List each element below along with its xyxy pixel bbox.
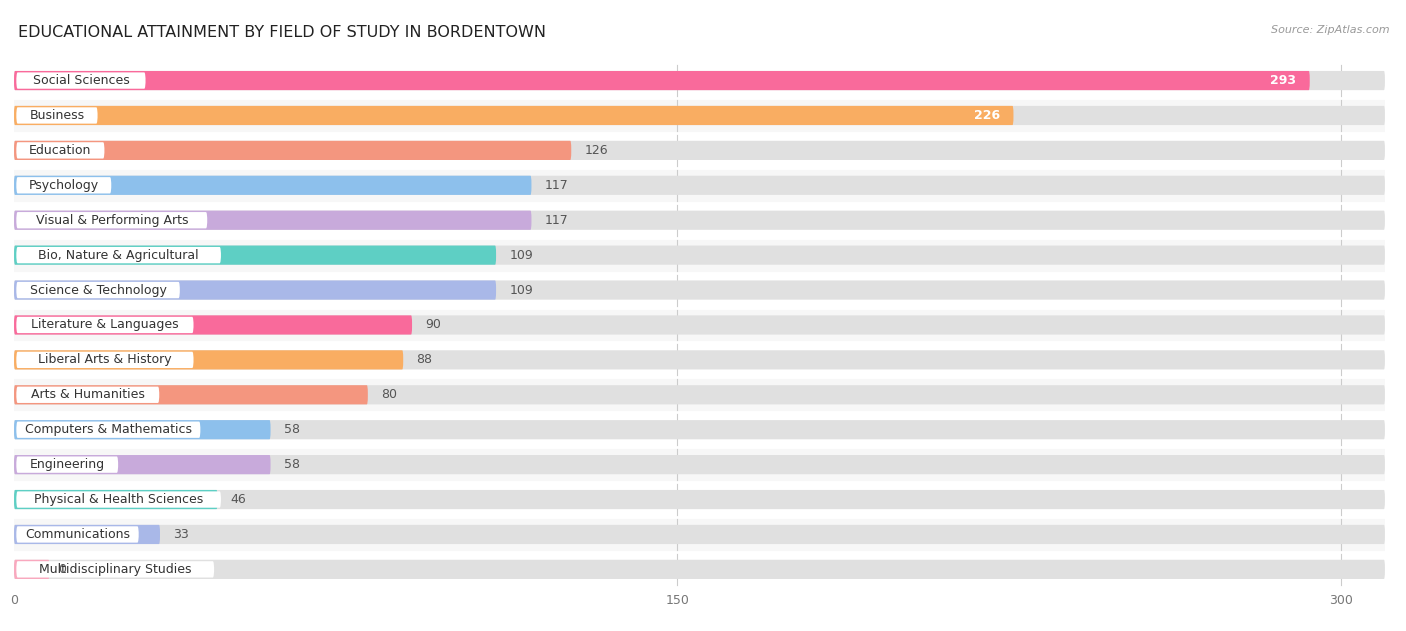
FancyBboxPatch shape [14, 552, 1385, 587]
Text: Bio, Nature & Agricultural: Bio, Nature & Agricultural [38, 249, 200, 262]
FancyBboxPatch shape [14, 490, 1385, 509]
FancyBboxPatch shape [14, 412, 1385, 447]
Text: Multidisciplinary Studies: Multidisciplinary Studies [39, 563, 191, 576]
FancyBboxPatch shape [17, 247, 221, 263]
FancyBboxPatch shape [14, 63, 1385, 98]
Text: Computers & Mathematics: Computers & Mathematics [25, 423, 191, 436]
Text: Physical & Health Sciences: Physical & Health Sciences [34, 493, 204, 506]
Text: 90: 90 [426, 319, 441, 331]
FancyBboxPatch shape [14, 525, 160, 544]
Text: Source: ZipAtlas.com: Source: ZipAtlas.com [1271, 25, 1389, 35]
Text: Communications: Communications [25, 528, 129, 541]
Text: 293: 293 [1271, 74, 1296, 87]
Text: 33: 33 [173, 528, 188, 541]
FancyBboxPatch shape [14, 316, 412, 334]
FancyBboxPatch shape [14, 141, 1385, 160]
FancyBboxPatch shape [14, 420, 1385, 439]
FancyBboxPatch shape [17, 422, 201, 438]
Text: Business: Business [30, 109, 84, 122]
Text: EDUCATIONAL ATTAINMENT BY FIELD OF STUDY IN BORDENTOWN: EDUCATIONAL ATTAINMENT BY FIELD OF STUDY… [18, 25, 547, 40]
Text: 109: 109 [509, 283, 533, 297]
FancyBboxPatch shape [14, 273, 1385, 307]
FancyBboxPatch shape [14, 307, 1385, 343]
FancyBboxPatch shape [14, 447, 1385, 482]
Text: 126: 126 [585, 144, 609, 157]
FancyBboxPatch shape [17, 317, 194, 333]
FancyBboxPatch shape [14, 106, 1014, 125]
Text: 80: 80 [381, 388, 396, 401]
Text: Literature & Languages: Literature & Languages [31, 319, 179, 331]
Text: Social Sciences: Social Sciences [32, 74, 129, 87]
Text: 88: 88 [416, 353, 433, 367]
FancyBboxPatch shape [14, 482, 1385, 517]
Text: 58: 58 [284, 423, 299, 436]
FancyBboxPatch shape [14, 420, 270, 439]
FancyBboxPatch shape [17, 387, 159, 403]
FancyBboxPatch shape [17, 177, 111, 194]
FancyBboxPatch shape [14, 175, 1385, 195]
FancyBboxPatch shape [14, 455, 270, 475]
Text: 226: 226 [974, 109, 1000, 122]
Text: Engineering: Engineering [30, 458, 105, 471]
FancyBboxPatch shape [14, 280, 1385, 300]
Text: 109: 109 [509, 249, 533, 262]
FancyBboxPatch shape [14, 203, 1385, 238]
FancyBboxPatch shape [14, 245, 496, 265]
FancyBboxPatch shape [14, 106, 1385, 125]
FancyBboxPatch shape [14, 490, 218, 509]
FancyBboxPatch shape [14, 168, 1385, 203]
FancyBboxPatch shape [14, 211, 1385, 230]
FancyBboxPatch shape [17, 107, 97, 124]
FancyBboxPatch shape [14, 385, 368, 404]
FancyBboxPatch shape [14, 245, 1385, 265]
Text: 117: 117 [544, 214, 568, 227]
FancyBboxPatch shape [14, 98, 1385, 133]
FancyBboxPatch shape [14, 350, 404, 370]
FancyBboxPatch shape [14, 560, 1385, 579]
FancyBboxPatch shape [17, 526, 139, 543]
FancyBboxPatch shape [14, 525, 1385, 544]
FancyBboxPatch shape [17, 73, 146, 89]
FancyBboxPatch shape [14, 560, 49, 579]
Text: Education: Education [30, 144, 91, 157]
FancyBboxPatch shape [14, 377, 1385, 412]
FancyBboxPatch shape [14, 316, 1385, 334]
FancyBboxPatch shape [14, 211, 531, 230]
FancyBboxPatch shape [14, 175, 531, 195]
FancyBboxPatch shape [17, 212, 207, 228]
Text: Visual & Performing Arts: Visual & Performing Arts [35, 214, 188, 227]
FancyBboxPatch shape [17, 561, 214, 577]
FancyBboxPatch shape [17, 351, 194, 368]
FancyBboxPatch shape [14, 141, 571, 160]
Text: 58: 58 [284, 458, 299, 471]
FancyBboxPatch shape [14, 350, 1385, 370]
FancyBboxPatch shape [14, 71, 1385, 90]
Text: Science & Technology: Science & Technology [30, 283, 166, 297]
FancyBboxPatch shape [14, 517, 1385, 552]
FancyBboxPatch shape [14, 455, 1385, 475]
Text: Liberal Arts & History: Liberal Arts & History [38, 353, 172, 367]
FancyBboxPatch shape [14, 133, 1385, 168]
FancyBboxPatch shape [17, 282, 180, 298]
FancyBboxPatch shape [14, 238, 1385, 273]
FancyBboxPatch shape [17, 456, 118, 473]
Text: 117: 117 [544, 179, 568, 192]
FancyBboxPatch shape [14, 385, 1385, 404]
FancyBboxPatch shape [14, 71, 1310, 90]
FancyBboxPatch shape [17, 142, 104, 158]
Text: 0: 0 [58, 563, 66, 576]
FancyBboxPatch shape [17, 492, 221, 508]
Text: Arts & Humanities: Arts & Humanities [31, 388, 145, 401]
FancyBboxPatch shape [14, 280, 496, 300]
FancyBboxPatch shape [14, 343, 1385, 377]
Text: 46: 46 [231, 493, 246, 506]
Text: Psychology: Psychology [28, 179, 98, 192]
